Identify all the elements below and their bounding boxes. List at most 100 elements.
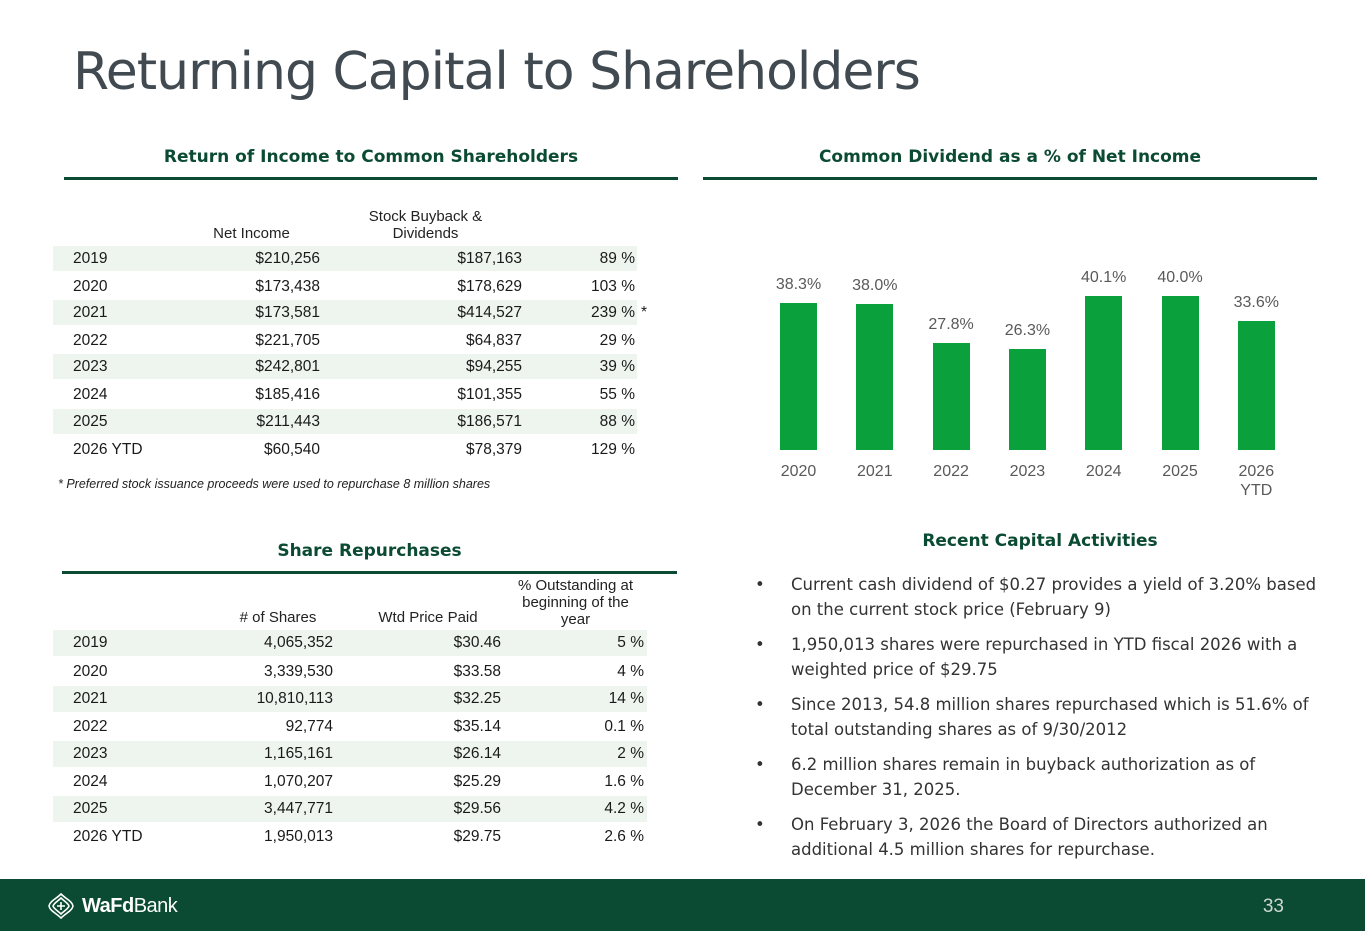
pct-cell: 239 % xyxy=(591,303,635,321)
header-pct-outstanding: % Outstanding at beginning of the year xyxy=(517,577,634,628)
net-income-cell: $173,438 xyxy=(255,277,320,295)
bullet-icon: • xyxy=(755,695,765,714)
year-cell: 2024 xyxy=(73,773,108,790)
year-cell: 2026 YTD xyxy=(73,828,143,845)
pct-cell: 103 % xyxy=(591,277,635,295)
bar-4 xyxy=(1085,296,1123,450)
net-income-cell: $60,540 xyxy=(263,440,320,458)
x-tick-label: 2026 YTD xyxy=(1238,463,1275,499)
list-item: • Current cash dividend of $0.27 provides… xyxy=(755,572,1325,622)
bar-0 xyxy=(780,302,817,450)
table-row: 2021 10,810,113 $32.25 14 % xyxy=(53,686,647,712)
pct-cell: 5 % xyxy=(617,634,644,651)
buyback-cell: $178,629 xyxy=(457,277,522,295)
pct-cell: 88 % xyxy=(599,412,635,430)
page-title: Returning Capital to Shareholders xyxy=(73,42,921,102)
net-income-cell: $173,581 xyxy=(255,303,320,321)
wafd-bank-logo: WaFdBank xyxy=(46,891,178,921)
year-cell: 2021 xyxy=(73,690,108,707)
list-item: • Since 2013, 54.8 million shares repurch… xyxy=(755,692,1325,742)
table-row: 2022 $221,705 $64,837 29 % xyxy=(53,328,637,353)
pct-cell: 1.6 % xyxy=(604,773,644,790)
pct-cell: 2.6 % xyxy=(604,828,644,845)
price-cell: $30.46 xyxy=(453,634,501,651)
year-cell: 2023 xyxy=(73,357,108,375)
asterisk-note-marker: * xyxy=(641,304,648,321)
table-row: 2023 $242,801 $94,255 39 % xyxy=(53,354,637,379)
year-cell: 2020 xyxy=(73,277,108,295)
net-income-cell: $185,416 xyxy=(255,385,320,403)
bar-3 xyxy=(1008,348,1046,450)
share-repurchase-table: # of Shares Wtd Price Paid % Outstanding… xyxy=(53,575,663,855)
table-row: 2021 $173,581 $414,527 239 % xyxy=(53,300,637,325)
pct-cell: 55 % xyxy=(599,385,635,403)
pct-cell: 14 % xyxy=(608,690,644,707)
header-wtd-price: Wtd Price Paid xyxy=(378,609,478,626)
header-net-income: Net Income xyxy=(213,225,290,242)
table-row: 2020 3,339,530 $33.58 4 % xyxy=(53,659,647,685)
section-divider xyxy=(62,571,677,574)
table-row: 2026 YTD 1,950,013 $29.75 2.6 % xyxy=(53,824,647,850)
shares-cell: 3,339,530 xyxy=(264,663,333,680)
pct-cell: 4 % xyxy=(617,663,644,680)
table-row: 2026 YTD $60,540 $78,379 129 % xyxy=(53,437,637,462)
shares-cell: 1,950,013 xyxy=(264,828,333,845)
x-tick-label: 2021 xyxy=(857,463,893,480)
x-tick-label: 2022 xyxy=(933,463,969,480)
price-cell: $33.58 xyxy=(453,663,501,680)
data-label: 38.0% xyxy=(852,277,898,295)
year-cell: 2022 xyxy=(73,718,108,735)
bar-5 xyxy=(1161,296,1199,450)
table-row: 2019 4,065,352 $30.46 5 % xyxy=(53,630,647,656)
pct-cell: 2 % xyxy=(617,745,644,762)
footer-band: WaFdBank 33 xyxy=(0,879,1365,931)
shares-cell: 1,070,207 xyxy=(264,773,333,790)
data-label: 33.6% xyxy=(1233,293,1279,311)
list-item: • On February 3, 2026 the Board of Direct… xyxy=(755,812,1325,862)
pct-cell: 89 % xyxy=(599,249,635,267)
bar-6 xyxy=(1237,320,1275,450)
pct-cell: 129 % xyxy=(591,440,635,458)
net-income-cell: $211,443 xyxy=(256,412,321,430)
wafd-leaf-logo-icon xyxy=(48,892,74,920)
bullet-icon: • xyxy=(755,635,765,654)
shares-cell: 1,165,161 xyxy=(264,745,333,762)
pct-cell: 29 % xyxy=(599,331,635,349)
year-cell: 2019 xyxy=(73,634,108,651)
table-row: 2022 92,774 $35.14 0.1 % xyxy=(53,714,647,740)
year-cell: 2020 xyxy=(73,663,108,680)
buyback-cell: $414,527 xyxy=(457,303,522,321)
buyback-cell: $78,379 xyxy=(465,440,522,458)
year-cell: 2022 xyxy=(73,331,108,349)
data-label: 27.8% xyxy=(928,316,974,334)
logo-text: WaFdBank xyxy=(82,894,178,917)
table-row: 2025 3,447,771 $29.56 4.2 % xyxy=(53,796,647,822)
table-row: 2023 1,165,161 $26.14 2 % xyxy=(53,741,647,767)
year-cell: 2025 xyxy=(73,800,108,817)
table-row: 2024 $185,416 $101,355 55 % xyxy=(53,382,637,407)
section-title-return-income: Return of Income to Common Shareholders xyxy=(163,147,579,167)
data-label: 26.3% xyxy=(1004,321,1051,339)
footnote: * Preferred stock issuance proceeds were… xyxy=(58,477,491,491)
year-cell: 2019 xyxy=(73,249,108,267)
section-title-share-repurchases: Share Repurchases xyxy=(277,541,462,561)
price-cell: $29.75 xyxy=(453,828,501,845)
buyback-cell: $64,837 xyxy=(465,331,522,349)
table-row: 2024 1,070,207 $25.29 1.6 % xyxy=(53,769,647,795)
pct-cell: 39 % xyxy=(599,357,635,375)
net-income-cell: $242,801 xyxy=(255,357,320,375)
pct-cell: 4.2 % xyxy=(604,800,644,817)
shares-cell: 4,065,352 xyxy=(264,634,333,651)
list-item: • 1,950,013 shares were repurchased in YT… xyxy=(755,632,1325,682)
table-row: 2025 $211,443 $186,571 88 % xyxy=(53,409,637,434)
list-item: • 6.2 million shares remain in buyback au… xyxy=(755,752,1325,802)
price-cell: $29.56 xyxy=(453,800,501,817)
bar-2 xyxy=(932,343,970,450)
price-cell: $35.14 xyxy=(453,718,501,735)
section-divider xyxy=(64,177,678,180)
bullet-icon: • xyxy=(755,815,765,834)
shares-cell: 10,810,113 xyxy=(256,690,333,707)
header-num-shares: # of Shares xyxy=(239,609,317,626)
x-tick-label: 2023 xyxy=(1009,463,1046,480)
page-number: 33 xyxy=(1262,896,1284,917)
